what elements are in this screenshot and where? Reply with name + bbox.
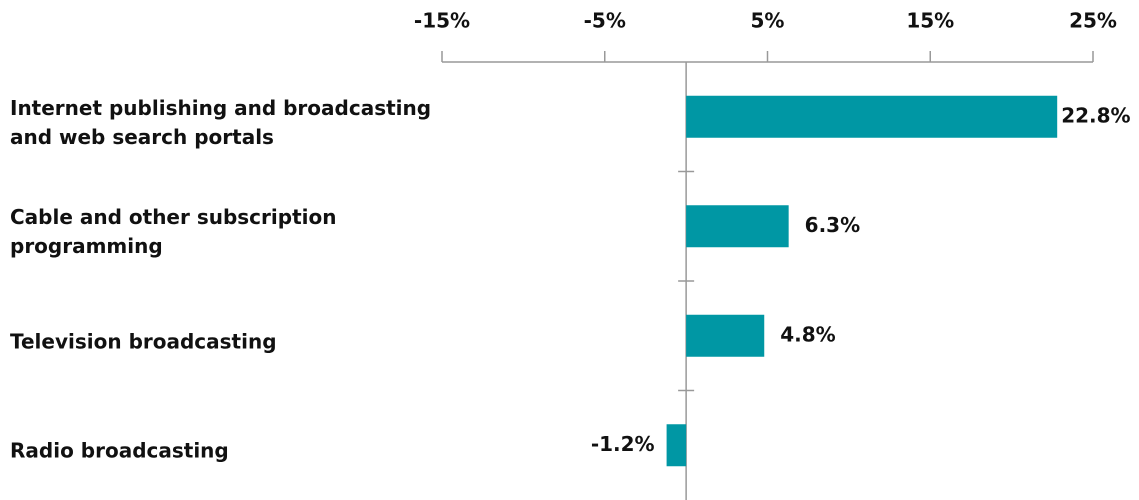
value-label: 6.3% <box>805 213 860 237</box>
x-tick-label: 25% <box>1069 9 1117 33</box>
bar <box>686 95 1058 138</box>
category-label: Cable and other subscription programming <box>10 205 337 259</box>
value-label: 22.8% <box>1061 103 1130 127</box>
x-tick-label: 15% <box>906 9 954 33</box>
value-label: 4.8% <box>780 322 835 346</box>
x-tick-label: -5% <box>584 9 626 33</box>
category-label: Internet publishing and broadcasting and… <box>10 95 432 149</box>
bar <box>686 205 789 248</box>
x-tick-label: -15% <box>414 9 470 33</box>
value-label: -1.2% <box>591 432 655 456</box>
bar <box>666 424 687 467</box>
category-label: Television broadcasting <box>10 329 277 354</box>
bar <box>686 314 765 357</box>
category-label: Radio broadcasting <box>10 438 229 463</box>
x-tick-label: 5% <box>751 9 785 33</box>
